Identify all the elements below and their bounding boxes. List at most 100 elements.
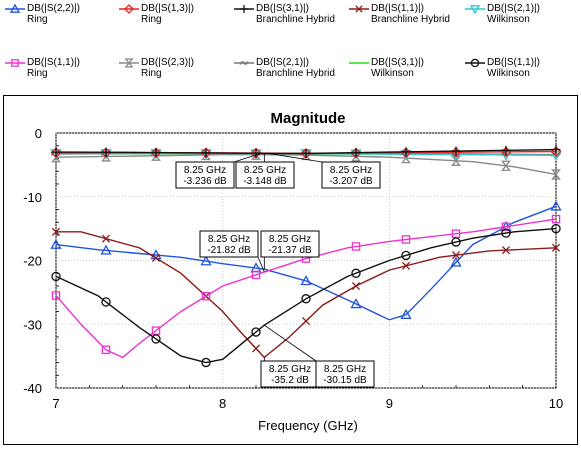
- legend-swatch: [234, 5, 254, 13]
- chart-legend: DB(|S(2,2)|) Ring DB(|S(1,3)|) Ring DB(|S(3,…: [0, 0, 581, 92]
- data-marker: [351, 242, 361, 251]
- legend-label: DB(|S(1,1)|): [27, 57, 80, 68]
- data-marker: [251, 148, 261, 158]
- data-marker: [401, 147, 411, 157]
- legend-swatch: [234, 61, 254, 65]
- data-marker: [351, 151, 361, 162]
- legend-item-db-s-3-1-wilkinson: DB(|S(3,1)|) Wilkinson: [348, 56, 460, 88]
- data-marker: [551, 243, 561, 252]
- series-db-s-1-1-ring: [51, 214, 561, 359]
- legend-item-db-s-2-3-ring: DB(|S(2,3)|) Ring: [118, 56, 230, 88]
- legend-sublabel: Branchline Hybrid: [371, 14, 450, 25]
- marker-readout: 8.25 GHz-3.207 dB: [268, 153, 381, 189]
- plot-panel: Magnitude Frequency (GHz) 7 8 9 10 0 -10 -20 -3…: [3, 95, 578, 445]
- data-marker: [251, 344, 261, 353]
- readout-value: -3.207 dB: [329, 176, 373, 187]
- legend-sublabel: Ring: [141, 68, 162, 79]
- legend-marker-diamond: [124, 4, 134, 14]
- legend-marker-hourglass: [124, 58, 134, 68]
- legend-label: DB(|S(2,2)|): [27, 3, 80, 14]
- data-marker: [451, 251, 461, 260]
- legend-swatch: [119, 4, 139, 14]
- legend-swatch: [5, 59, 25, 67]
- legend-label: DB(|S(2,1)|): [256, 57, 309, 68]
- data-marker: [350, 298, 362, 309]
- data-marker: [101, 297, 111, 307]
- legend-sublabel: Ring: [27, 68, 48, 79]
- legend-marker-plus: [240, 5, 248, 13]
- legend-label: DB(|S(2,3)|): [141, 57, 194, 68]
- readout-frequency: 8.25 GHz: [184, 165, 226, 176]
- readout-value: -3.148 dB: [243, 176, 287, 187]
- data-marker: [201, 148, 211, 158]
- legend-item-db-s-1-1-ring: DB(|S(1,1)|) Ring: [4, 56, 116, 88]
- readout-box: [199, 230, 259, 258]
- x-tick-label: 7: [52, 396, 59, 411]
- data-marker: [501, 228, 511, 238]
- legend-sublabel: Branchline Hybrid: [256, 14, 335, 25]
- data-marker: [100, 147, 112, 159]
- data-marker: [251, 327, 261, 337]
- data-marker: [501, 246, 511, 255]
- marker-readout: 8.25 GHz-21.37 dB: [260, 230, 320, 270]
- legend-marker-square: [11, 59, 19, 67]
- data-marker: [101, 234, 111, 243]
- data-marker: [251, 270, 261, 280]
- legend-item-db-s-1-1-branchline-hybrid: DB(|S(1,1)|) Branchline Hybrid: [348, 2, 460, 34]
- readout-frequency: 8.25 GHz: [269, 234, 311, 245]
- data-marker: [201, 357, 211, 368]
- data-marker: [551, 223, 561, 234]
- readout-frequency: 8.25 GHz: [269, 364, 311, 375]
- legend-marker-triangle-up: [9, 3, 21, 13]
- series-db-s-3-1-branchline-hybrid: [51, 145, 561, 158]
- data-marker: [51, 147, 61, 157]
- data-marker: [101, 345, 111, 354]
- legend-swatch: [465, 58, 485, 68]
- legend-swatch: [349, 5, 369, 13]
- data-marker: [100, 244, 112, 255]
- series-db-s-1-1-branchline-hybrid: [51, 227, 561, 359]
- data-marker: [151, 150, 161, 161]
- data-marker: [551, 145, 561, 155]
- data-marker: [51, 227, 61, 236]
- readout-value: -21.82 dB: [207, 245, 251, 256]
- x-tick-label: 8: [219, 396, 226, 411]
- series-db-s-1-1-wilkinson: [51, 223, 561, 368]
- data-marker: [401, 235, 411, 244]
- data-marker: [151, 253, 161, 263]
- readout-frequency: 8.25 GHz: [324, 364, 366, 375]
- marker-readout: 8.25 GHz-35.2 dB: [260, 357, 320, 388]
- legend-label: DB(|S(3,1)|): [371, 57, 424, 68]
- data-marker: [300, 275, 312, 286]
- marker-readout: 8.25 GHz-3.236 dB: [175, 153, 261, 189]
- data-marker: [501, 145, 511, 155]
- data-marker: [401, 261, 411, 270]
- legend-swatch: [465, 5, 485, 15]
- x-tick-label: 9: [386, 396, 393, 411]
- data-marker: [51, 291, 61, 300]
- legend-marker-x: [355, 5, 363, 13]
- legend-item-db-s-1-1-wilkinson: DB(|S(1,1)|) Wilkinson: [464, 56, 576, 88]
- y-tick-label: -30: [23, 317, 42, 332]
- marker-readout: 8.25 GHz-30.15 dB: [264, 324, 375, 388]
- data-marker: [351, 268, 361, 278]
- legend-sublabel: Wilkinson: [487, 68, 530, 79]
- readout-leader: [257, 256, 265, 273]
- data-marker: [551, 169, 561, 180]
- legend-swatch: [5, 3, 25, 13]
- marker-readout: 8.25 GHz-3.148 dB: [235, 153, 295, 189]
- legend-sublabel: Wilkinson: [487, 14, 530, 25]
- series-line: [55, 218, 557, 359]
- legend-item-db-s-2-1-branchline-hybrid: DB(|S(2,1)|) Branchline Hybrid: [233, 56, 345, 88]
- legend-item-db-s-2-1-wilkinson: DB(|S(2,1)|) Wilkinson: [464, 2, 576, 34]
- y-tick-label: -10: [23, 190, 42, 205]
- legend-marker-tilde: [239, 61, 249, 65]
- data-marker: [350, 147, 362, 159]
- readout-box: [315, 360, 375, 388]
- legend-label: DB(|S(3,1)|): [256, 3, 309, 14]
- legend-label: DB(|S(1,1)|): [371, 3, 424, 14]
- data-marker: [201, 291, 211, 301]
- readout-leader: [233, 153, 261, 163]
- legend-swatch: [349, 62, 369, 64]
- legend-marker-triangle-down: [469, 5, 481, 15]
